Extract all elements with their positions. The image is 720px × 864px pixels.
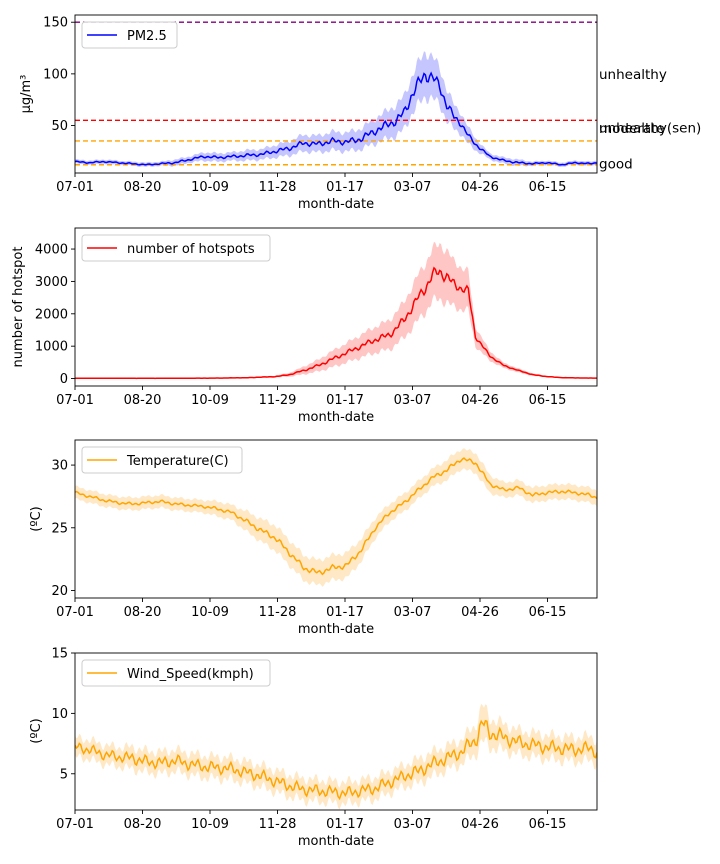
xtick-label: 07-01 (56, 180, 94, 195)
xtick-label: 06-15 (529, 180, 567, 195)
y-axis-label: number of hotspot (11, 247, 26, 368)
ytick-label: 20 (51, 584, 68, 599)
ytick-label: 100 (43, 67, 68, 82)
x-axis-label: month-date (298, 622, 374, 637)
xtick-label: 07-01 (56, 393, 94, 408)
legend-box (81, 21, 178, 49)
pm25-line (75, 71, 597, 166)
temperature-line (75, 457, 597, 576)
ytick-label: 150 (43, 16, 68, 31)
hotspots-band (75, 241, 597, 379)
axes-frame (74, 227, 598, 387)
zone-label-moderate: moderate (599, 121, 665, 137)
wind-line (75, 719, 597, 801)
x-axis-label: month-date (298, 834, 374, 849)
xtick-label: 07-01 (56, 605, 94, 620)
xtick-label: 10-09 (191, 817, 229, 832)
plot-area (75, 241, 597, 380)
xtick-label: 03-07 (394, 393, 432, 408)
xtick-label: 08-20 (124, 393, 162, 408)
xtick-label: 07-01 (56, 817, 94, 832)
axes-frame (74, 652, 598, 811)
ytick-label: 0 (60, 372, 68, 387)
xtick-label: 11-28 (259, 180, 297, 195)
y-axis-label: μg/m³ (19, 75, 34, 114)
xtick-label: 06-15 (529, 393, 567, 408)
panel-hotspots: 0 1000 2000 3000 4000 07-01 08-20 10-09 11-29 01-… (11, 227, 598, 425)
xtick-label: 04-26 (461, 393, 499, 408)
xtick-label: 06-15 (529, 605, 567, 620)
legend-label: Temperature(C) (126, 454, 229, 469)
y-axis-label: (ºC) (29, 718, 44, 743)
xtick-label: 01-17 (326, 605, 364, 620)
xtick-label: 08-20 (124, 180, 162, 195)
xtick-label: 11-28 (259, 817, 297, 832)
xtick-label: 04-26 (461, 605, 499, 620)
ytick-label: 10 (51, 707, 68, 722)
hotspots-line (75, 266, 597, 380)
panel-temperature: 20 25 30 07-01 08-20 10-09 11-28 01-17 03-07 04-2… (29, 439, 598, 637)
xtick-label: 01-17 (326, 393, 364, 408)
pm25-band (75, 51, 597, 168)
legend: number of hotspots (81, 234, 271, 262)
ytick-label: 3000 (35, 275, 68, 290)
axes-frame (74, 14, 598, 174)
legend: Temperature(C) (81, 446, 243, 474)
plot-area (75, 21, 597, 168)
xtick-label: 01-17 (326, 180, 364, 195)
xtick-label: 03-07 (394, 817, 432, 832)
ytick-label: 4000 (35, 243, 68, 258)
xtick-label: 01-17 (326, 817, 364, 832)
ytick-label: 50 (51, 119, 68, 134)
legend-label: number of hotspots (127, 242, 255, 257)
xtick-label: 04-26 (461, 180, 499, 195)
ytick-label: 1000 (35, 340, 68, 355)
xtick-label: 03-07 (394, 180, 432, 195)
legend-box (81, 659, 271, 687)
ytick-label: 2000 (35, 307, 68, 322)
xtick-label: 03-07 (394, 605, 432, 620)
xtick-label: 11-29 (259, 393, 297, 408)
zone-label-unhealthy: unhealthy (599, 67, 667, 83)
xtick-label: 10-09 (191, 393, 229, 408)
legend: Wind_Speed(kmph) (81, 659, 271, 687)
ytick-label: 15 (51, 647, 68, 662)
legend: PM2.5 (81, 21, 178, 49)
wind-band (75, 703, 597, 810)
ytick-label: 25 (51, 521, 68, 536)
plot-area (75, 448, 597, 587)
xtick-label: 04-26 (461, 817, 499, 832)
ytick-label: 30 (51, 459, 68, 474)
legend-box (81, 446, 243, 474)
legend-box (81, 234, 271, 262)
temperature-band (75, 448, 597, 587)
plot-area (75, 703, 597, 810)
ytick-label: 5 (60, 767, 68, 782)
xtick-label: 10-09 (191, 180, 229, 195)
xtick-label: 10-09 (191, 605, 229, 620)
axes-frame (74, 439, 598, 599)
xtick-label: 06-15 (529, 817, 567, 832)
x-axis-label: month-date (298, 197, 374, 212)
x-axis-label: month-date (298, 410, 374, 425)
panel-wind: 5 10 15 07-01 08-20 10-09 11-28 01-17 03-07 04-26… (29, 647, 598, 849)
xtick-label: 11-28 (259, 605, 297, 620)
legend-label: PM2.5 (127, 29, 167, 44)
zone-label-unhealthy(sen): unhealthy(sen) (599, 120, 701, 136)
xtick-label: 08-20 (124, 605, 162, 620)
legend-label: Wind_Speed(kmph) (127, 667, 254, 682)
y-axis-label: (ºC) (29, 506, 44, 531)
panel-pm25: 50 100 150 07-01 08-20 10-09 11-28 01-17 03-07 04… (19, 14, 701, 212)
zone-label-good: good (599, 157, 633, 173)
xtick-label: 08-20 (124, 817, 162, 832)
